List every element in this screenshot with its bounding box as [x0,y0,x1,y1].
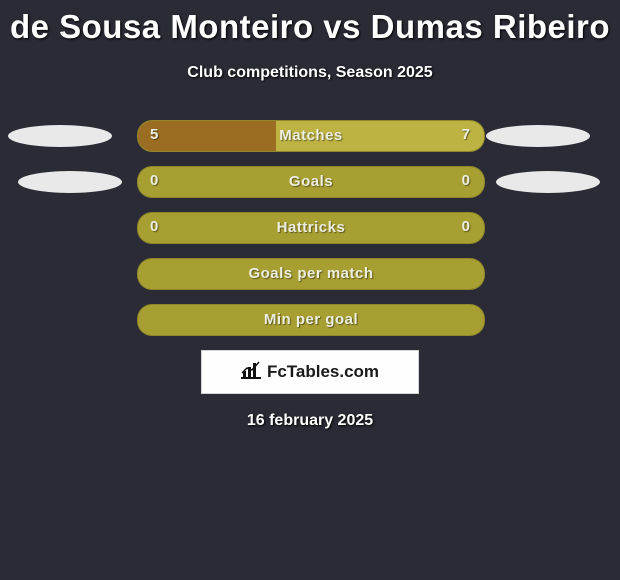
comparison-infographic: de Sousa Monteiro vs Dumas Ribeiro Club … [0,0,620,580]
stat-label: Hattricks [138,213,484,243]
stat-bar-track: Hattricks [137,212,485,244]
player-right-oval [496,171,600,193]
stat-value-left: 0 [150,166,158,196]
player-right-oval [486,125,590,147]
stat-label: Goals [138,167,484,197]
page-title: de Sousa Monteiro vs Dumas Ribeiro [0,0,620,46]
stat-bar-track: Min per goal [137,304,485,336]
stat-bar-track: Goals [137,166,485,198]
stat-bar-track: Goals per match [137,258,485,290]
player-left-oval [18,171,122,193]
stat-label: Matches [138,121,484,151]
stat-value-right: 0 [462,212,470,242]
stat-row: Matches5 7 [0,120,620,150]
subtitle: Club competitions, Season 2025 [0,64,620,82]
stat-label: Min per goal [138,305,484,335]
stat-row: Hattricks0 0 [0,212,620,242]
chart-icon [241,361,261,384]
logo-text: FcTables.com [267,362,379,382]
stat-value-right: 7 [462,120,470,150]
stat-label: Goals per match [138,259,484,289]
stat-bar-track: Matches [137,120,485,152]
stat-rows: Matches57Goals00Hattricks00Goals per mat… [0,120,620,334]
stat-value-left: 5 [150,120,158,150]
logo-box: FcTables.com [201,350,419,394]
stat-value-right: 0 [462,166,470,196]
player-left-oval [8,125,112,147]
stat-value-left: 0 [150,212,158,242]
date-text: 16 february 2025 [0,412,620,430]
stat-row: Min per goal [0,304,620,334]
stat-row: Goals0 0 [0,166,620,196]
stat-row: Goals per match [0,258,620,288]
